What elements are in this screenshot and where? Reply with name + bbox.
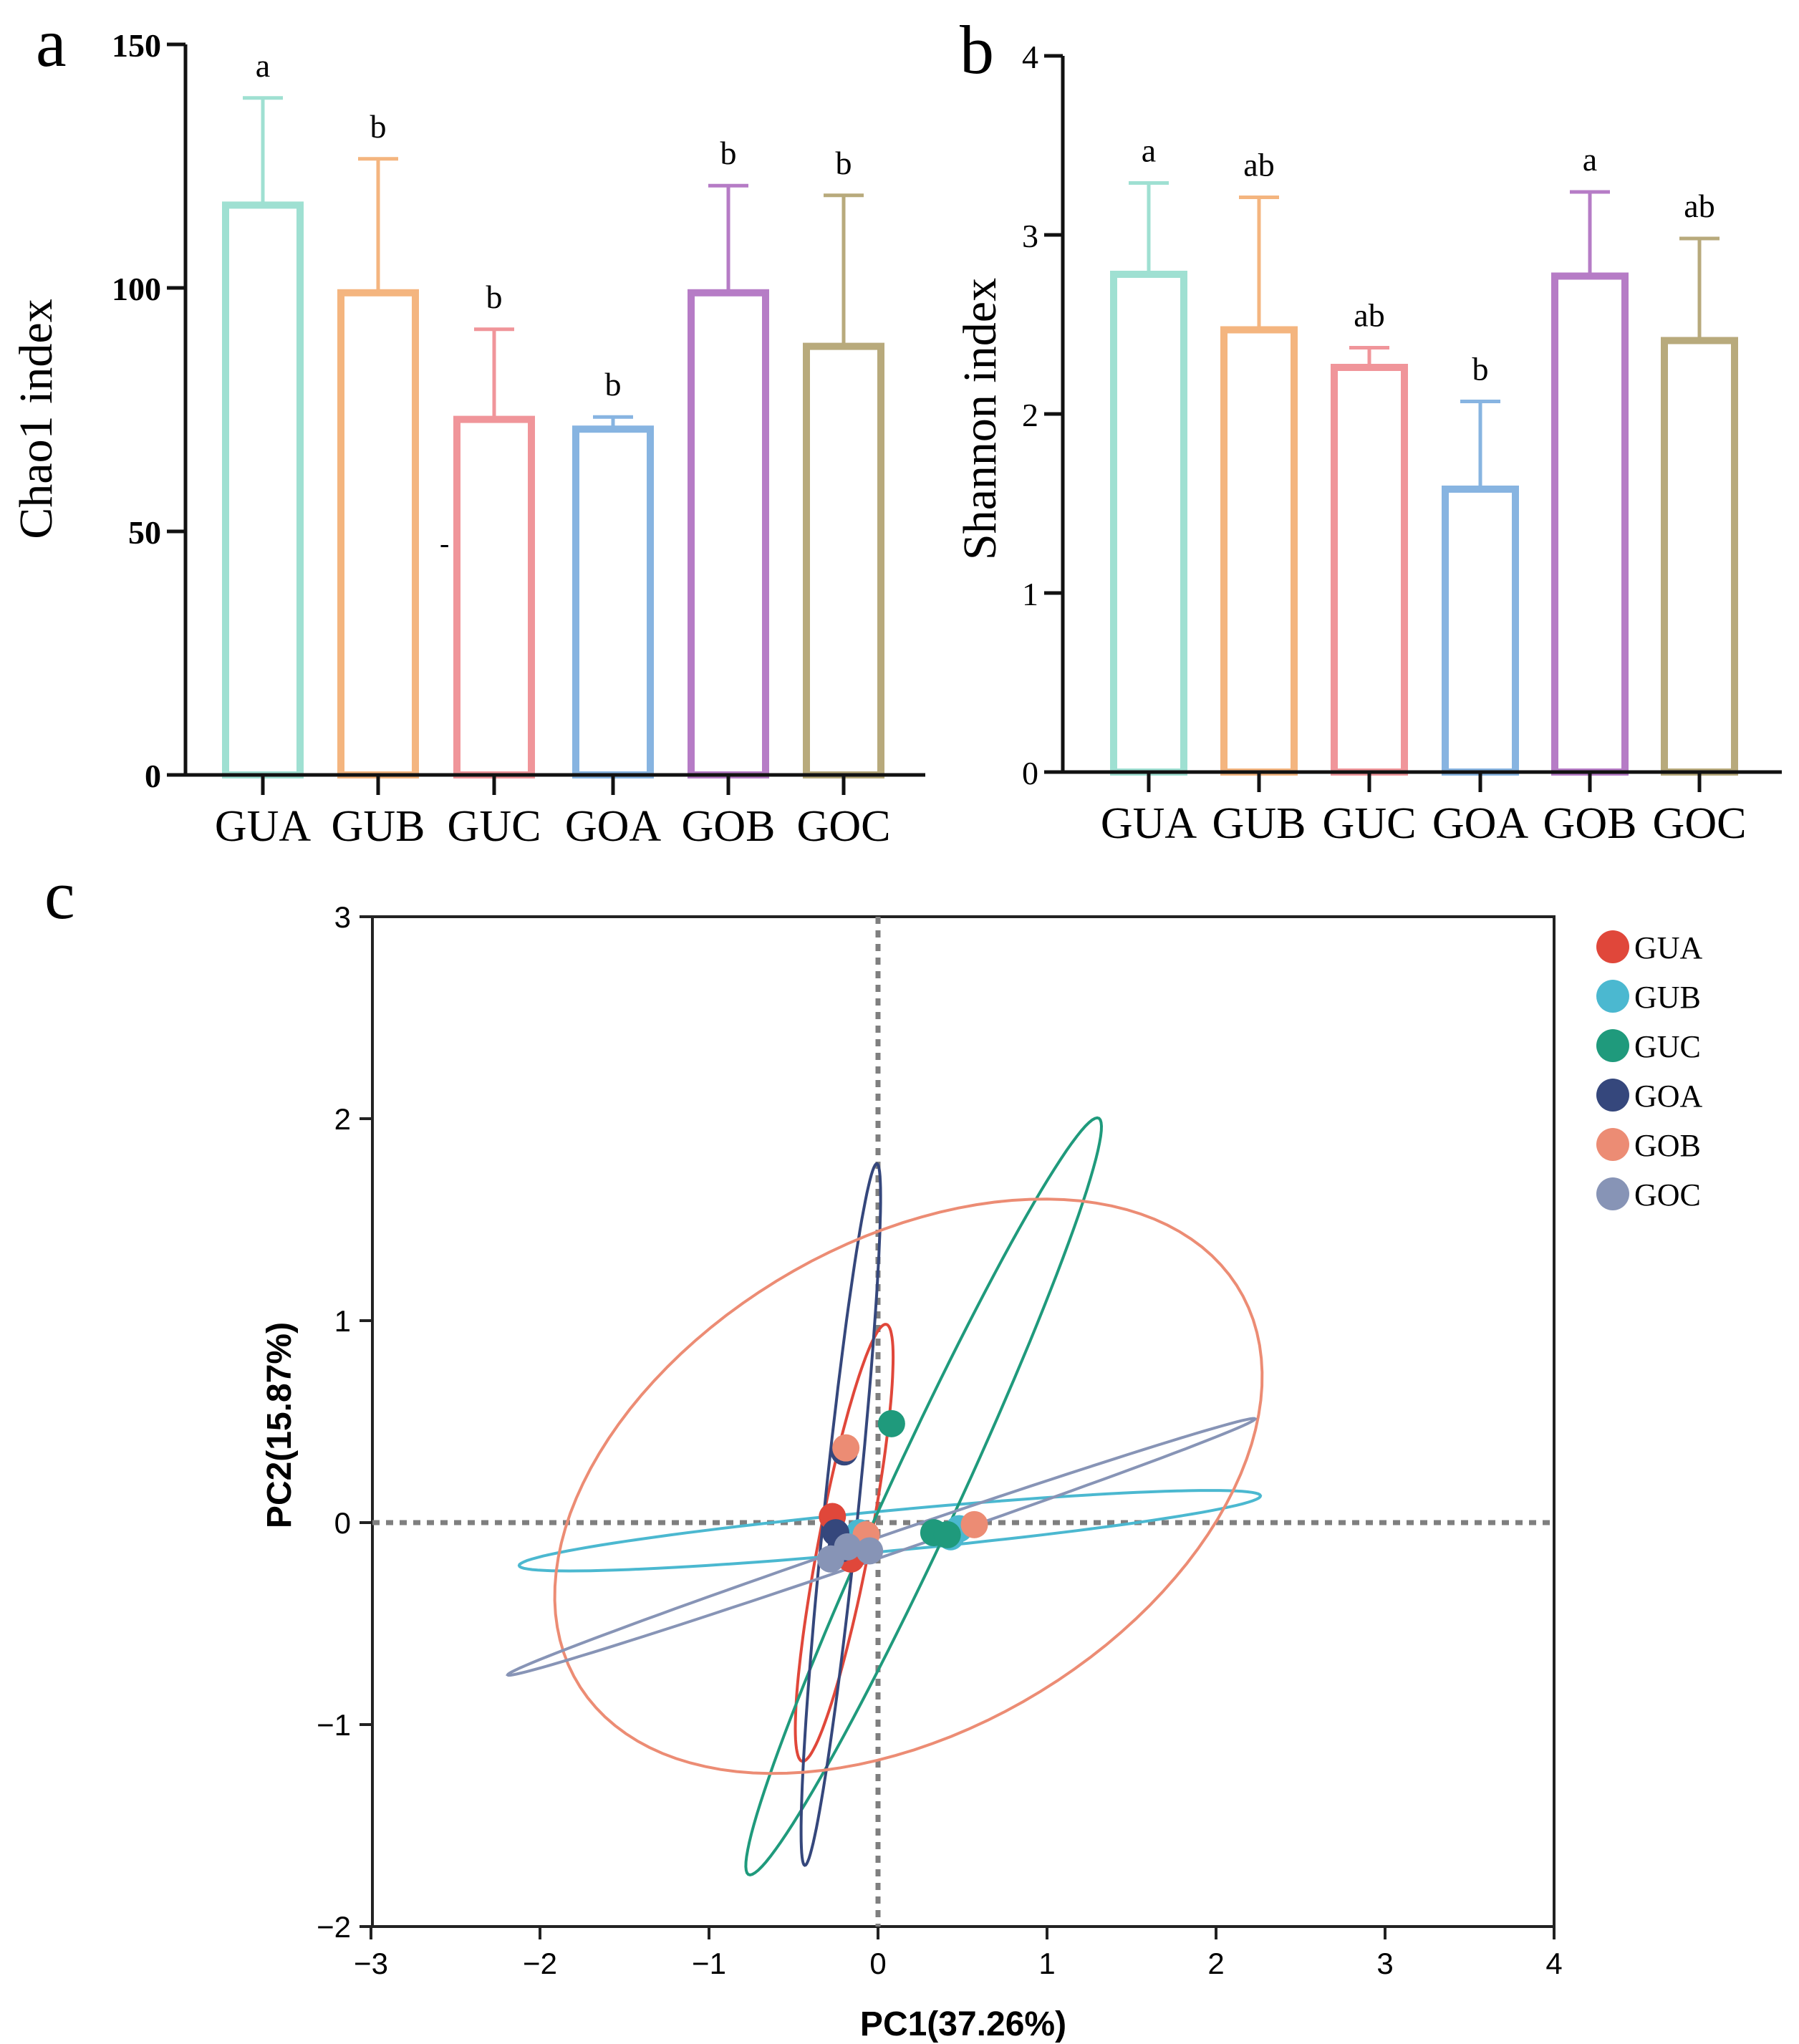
- legend-marker-gua: [1596, 930, 1629, 963]
- bar-guc: [453, 415, 535, 778]
- legend-marker-gob: [1596, 1128, 1629, 1161]
- pca-y-tick-label: −1: [317, 1708, 351, 1742]
- significance-letter: ab: [1243, 147, 1274, 183]
- significance-letter: a: [1583, 141, 1597, 178]
- bar-gub: [337, 289, 419, 778]
- ellipse-guc: [744, 1116, 1104, 1876]
- significance-letter: b: [605, 366, 622, 402]
- chao1-bar-chart: a b b b b b 0 50 100 150 GUA GUB GUC GOA GOB GOC Chao…: [10, 27, 925, 851]
- panel-label-b: b: [960, 11, 994, 88]
- pca-y-tick-label: 1: [334, 1304, 351, 1338]
- chao1-y-tick-label: 50: [128, 514, 161, 551]
- ellipse-gub: [517, 1489, 1263, 1573]
- significance-letter: b: [1472, 351, 1489, 387]
- x-tick-label-gub: GUB: [332, 802, 425, 851]
- pca-x-tick-label: 2: [1207, 1947, 1224, 1980]
- x-tick-label-gob: GOB: [1543, 799, 1637, 848]
- x-tick-label-guc: GUC: [448, 802, 541, 851]
- significance-letter: b: [370, 108, 387, 145]
- significance-letter: ab: [1354, 297, 1384, 334]
- bar-goc: [1661, 337, 1738, 776]
- x-tick-label-gua: GUA: [215, 802, 312, 851]
- significance-letter: b: [720, 135, 737, 171]
- point-guc: [877, 1409, 905, 1437]
- pca-y-axis-label: PC2(15.87%): [261, 1322, 299, 1528]
- panel-label-a: a: [36, 4, 67, 81]
- x-tick-label-goa: GOA: [1432, 799, 1529, 848]
- bar-gua: [1110, 271, 1187, 776]
- bar-goa: [1442, 486, 1519, 776]
- legend-label-gob: GOB: [1634, 1128, 1701, 1163]
- shannon-y-tick-label: 0: [1022, 755, 1038, 791]
- bar-guc: [1331, 364, 1408, 776]
- ellipse-goc: [506, 1417, 1258, 1677]
- point-goc: [856, 1537, 884, 1565]
- legend-marker-guc: [1596, 1029, 1629, 1062]
- chao1-y-tick-label: 150: [112, 27, 161, 64]
- shannon-y-tick-label: 1: [1022, 576, 1038, 612]
- pca-y-tick-label: 0: [334, 1506, 351, 1540]
- legend-marker-goa: [1596, 1079, 1629, 1112]
- chao1-y-tick-label: 100: [112, 271, 161, 307]
- point-gob: [960, 1510, 988, 1538]
- significance-letter: b: [836, 145, 852, 181]
- pca-x-tick-label: −1: [692, 1947, 726, 1980]
- pca-x-tick-label: 0: [869, 1947, 886, 1980]
- shannon-y-axis-label: Shannon index: [954, 278, 1006, 560]
- pca-y-tick-label: −2: [317, 1910, 351, 1944]
- legend-label-gua: GUA: [1634, 930, 1703, 965]
- legend-label-guc: GUC: [1634, 1029, 1701, 1064]
- bar-gua: [222, 201, 304, 778]
- shannon-y-tick-label: 4: [1022, 39, 1038, 75]
- pca-x-tick-label: −2: [523, 1947, 557, 1980]
- point-gob: [832, 1434, 860, 1462]
- chao1-y-tick-label: 0: [145, 758, 161, 794]
- pca-x-tick-label: −3: [354, 1947, 388, 1980]
- significance-letter: b: [486, 279, 503, 315]
- significance-letter: a: [256, 47, 270, 84]
- legend-label-goa: GOA: [1634, 1079, 1703, 1114]
- legend-marker-gub: [1596, 980, 1629, 1013]
- chao1-y-axis-label: Chao1 index: [10, 299, 62, 539]
- panel-label-c: c: [44, 857, 75, 933]
- pca-x-tick-label: 3: [1376, 1947, 1393, 1980]
- x-tick-label-goa: GOA: [565, 802, 662, 851]
- x-tick-label-guc: GUC: [1323, 799, 1417, 848]
- significance-letter: a: [1142, 132, 1156, 169]
- pca-plot-frame: [371, 915, 1556, 1928]
- shannon-y-tick-label: 2: [1022, 397, 1038, 433]
- x-tick-label-gua: GUA: [1101, 799, 1197, 848]
- stray-mark: -: [440, 527, 449, 559]
- pca-y-tick-label: 3: [334, 900, 351, 934]
- legend-label-goc: GOC: [1634, 1177, 1701, 1213]
- pca-x-tick-label: 4: [1545, 1947, 1562, 1980]
- point-guc: [933, 1520, 961, 1548]
- point-goc: [834, 1533, 862, 1561]
- bar-gob: [688, 289, 769, 778]
- shannon-y-tick-label: 3: [1022, 218, 1038, 254]
- x-tick-label-gob: GOB: [682, 802, 776, 851]
- pca-legend: GUA GUB GUC GOA GOB GOC: [1596, 930, 1703, 1213]
- pca-x-axis-label: PC1(37.26%): [860, 2005, 1066, 2043]
- pca-y-tick-label: 2: [334, 1102, 351, 1136]
- x-tick-label-gub: GUB: [1212, 799, 1306, 848]
- bar-goc: [803, 342, 884, 779]
- ellipse-goa: [799, 1162, 882, 1867]
- bar-gub: [1220, 326, 1298, 776]
- significance-letter: ab: [1684, 188, 1714, 224]
- bar-goa: [572, 425, 654, 778]
- ellipse-gob: [553, 1197, 1264, 1775]
- bar-gob: [1551, 272, 1629, 776]
- shannon-bar-chart: a ab ab b a ab 0 1 2 3 4 GUA GUB GUC GOA GOB GOC Shann…: [954, 39, 1782, 848]
- pca-x-tick-label: 1: [1038, 1947, 1055, 1980]
- legend-marker-goc: [1596, 1177, 1629, 1210]
- x-tick-label-goc: GOC: [797, 802, 891, 851]
- legend-label-gub: GUB: [1634, 980, 1701, 1015]
- x-tick-label-goc: GOC: [1653, 799, 1747, 848]
